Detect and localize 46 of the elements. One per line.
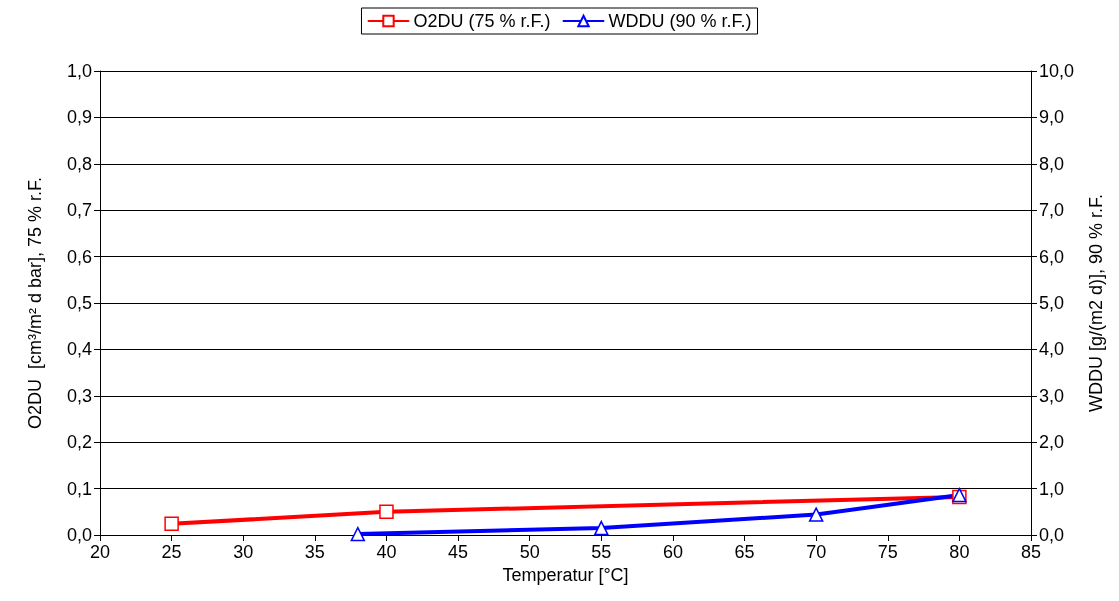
y-tick-label: 0,4: [66, 339, 92, 360]
point: [164, 516, 179, 532]
x-tick-label: 45: [448, 542, 469, 562]
x-tick-label: 80: [949, 542, 970, 562]
x-tick-label: 75: [877, 542, 898, 562]
legend-label: O2DU (75 % r.F.): [413, 11, 551, 31]
y2-tick-label: 1,0: [1039, 478, 1065, 499]
x-tick-label: 70: [806, 542, 827, 562]
y2-tick-label: 0,0: [1039, 525, 1065, 545]
y-tick-label: 1,0: [66, 61, 92, 81]
y-tick-label: 0,7: [66, 200, 92, 221]
y2-tick-label: 7,0: [1039, 200, 1065, 221]
point: [808, 507, 824, 522]
x-tick-label: 55: [591, 542, 612, 562]
x-tick-label: 25: [161, 542, 182, 562]
y2-tick-label: 5,0: [1039, 293, 1065, 313]
y2-tick-label: 6,0: [1039, 246, 1065, 267]
y-tick-label: 0,3: [66, 385, 92, 406]
x-tick-label: 50: [519, 542, 540, 562]
y2-tick-label: 9,0: [1039, 107, 1065, 128]
y-tick-label: 0,1: [66, 478, 92, 499]
x-tick-label: 20: [89, 542, 111, 562]
x-tick-label: 35: [304, 542, 325, 562]
x-tick-label: 40: [376, 542, 397, 562]
legend-label: WDDU (90 % r.F.): [608, 11, 752, 31]
y2-tick-label: 10,0: [1039, 61, 1075, 81]
y-tick-label: 0,5: [66, 293, 92, 313]
x-axis-title: Temperatur [°C]: [502, 564, 629, 585]
point: [350, 526, 366, 542]
y2-tick-label: 3,0: [1039, 385, 1065, 406]
y-tick-label: 0,2: [66, 432, 92, 453]
y2-tick-label: 8,0: [1039, 153, 1065, 174]
y-tick-label: 0,8: [66, 153, 92, 174]
x-tick-label: 30: [233, 542, 254, 562]
y-tick-label: 0,6: [66, 246, 92, 267]
y2-tick-label: 2,0: [1039, 432, 1065, 453]
y-tick-label: 0,0: [66, 525, 92, 545]
x-tick-label: 65: [734, 542, 755, 562]
y-tick-label: 0,9: [66, 107, 92, 128]
x-tick-label: 60: [662, 542, 683, 562]
x-tick-label: 85: [1020, 542, 1042, 562]
y2-axis-title: WDDU [g/(m2 d)], 90 % r.F.: [1086, 193, 1106, 413]
point: [379, 504, 394, 520]
point: [594, 520, 609, 536]
y2-tick-label: 4,0: [1039, 339, 1065, 360]
y-axis-title: O2DU [cm³/m² d bar], 75 % r.F.: [25, 176, 45, 430]
